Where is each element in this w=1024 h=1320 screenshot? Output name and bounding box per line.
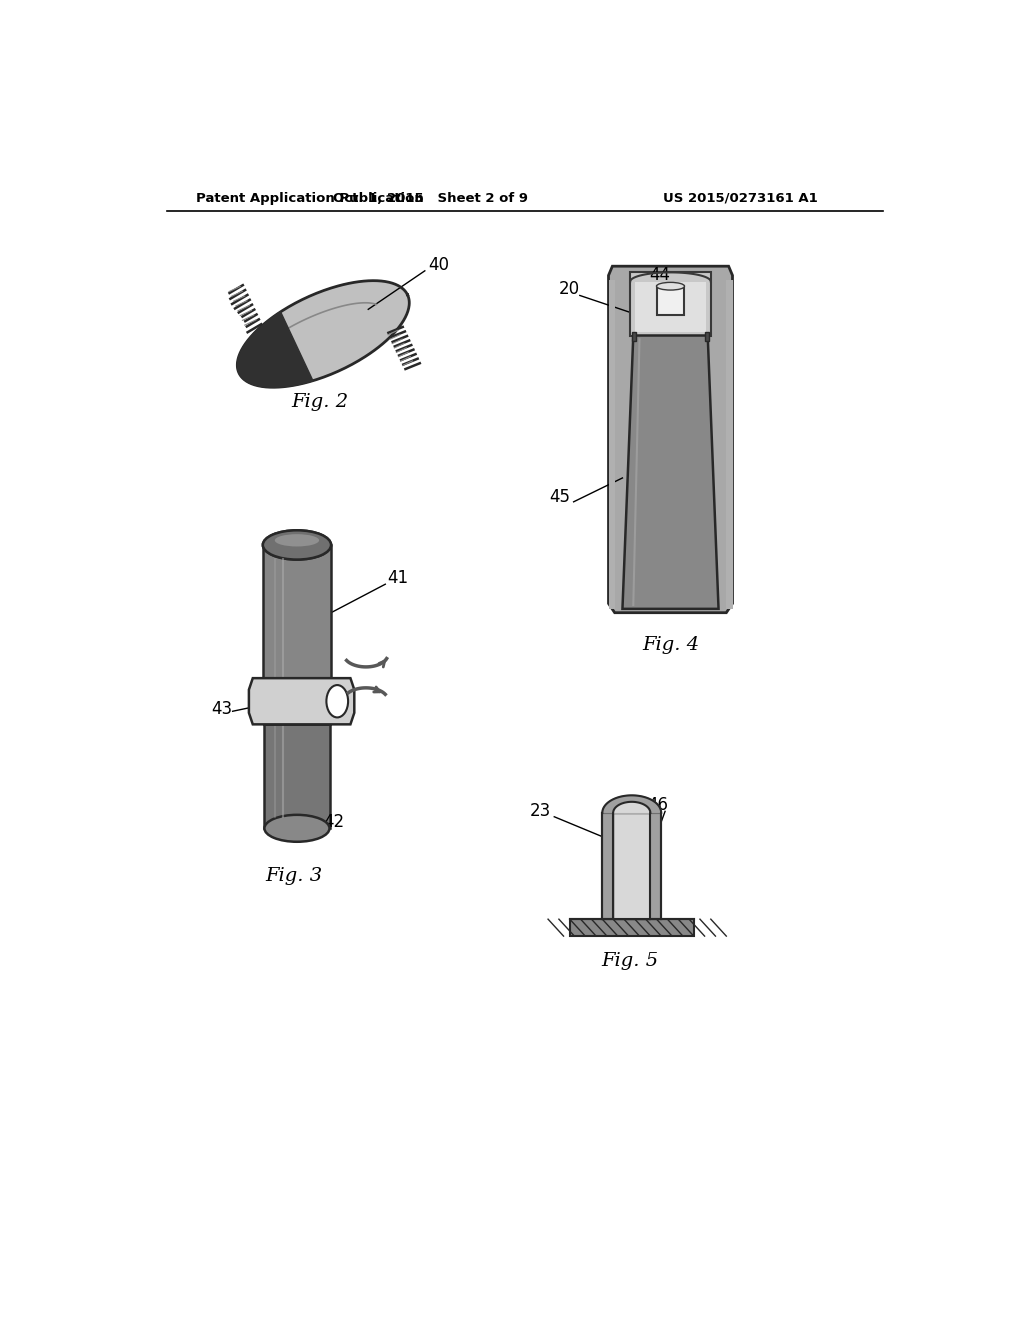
- Polygon shape: [602, 813, 613, 919]
- Polygon shape: [249, 678, 354, 725]
- Text: Fig. 2: Fig. 2: [292, 393, 349, 412]
- Polygon shape: [608, 280, 614, 609]
- Text: Fig. 4: Fig. 4: [642, 636, 699, 653]
- Ellipse shape: [263, 531, 331, 560]
- Text: 41: 41: [388, 569, 409, 587]
- Ellipse shape: [263, 531, 331, 560]
- Polygon shape: [726, 280, 732, 609]
- Text: Fig. 3: Fig. 3: [265, 867, 323, 884]
- Polygon shape: [613, 813, 650, 919]
- Text: Patent Application Publication: Patent Application Publication: [197, 191, 424, 205]
- Polygon shape: [264, 725, 330, 829]
- Ellipse shape: [327, 685, 348, 718]
- Polygon shape: [263, 545, 331, 682]
- Text: 45: 45: [549, 488, 569, 506]
- Polygon shape: [608, 267, 732, 612]
- Polygon shape: [650, 813, 662, 919]
- Polygon shape: [623, 335, 719, 609]
- Text: 42: 42: [324, 813, 344, 832]
- Text: 43: 43: [212, 700, 232, 718]
- Text: US 2015/0273161 A1: US 2015/0273161 A1: [663, 191, 817, 205]
- Text: 46: 46: [647, 796, 669, 814]
- Text: Fig. 5: Fig. 5: [602, 952, 658, 969]
- Text: 44: 44: [649, 267, 670, 284]
- Polygon shape: [705, 331, 710, 341]
- Ellipse shape: [656, 282, 684, 290]
- Polygon shape: [238, 312, 313, 387]
- Polygon shape: [656, 286, 684, 314]
- Text: Oct. 1, 2015   Sheet 2 of 9: Oct. 1, 2015 Sheet 2 of 9: [333, 191, 527, 205]
- Polygon shape: [613, 801, 650, 813]
- Ellipse shape: [264, 814, 330, 842]
- Text: 20: 20: [559, 280, 580, 298]
- Polygon shape: [569, 919, 693, 936]
- Polygon shape: [602, 796, 662, 813]
- Text: 40: 40: [428, 256, 449, 273]
- Polygon shape: [635, 281, 707, 331]
- Polygon shape: [630, 272, 711, 335]
- Polygon shape: [632, 331, 636, 341]
- Ellipse shape: [274, 535, 319, 546]
- Polygon shape: [238, 281, 410, 387]
- Text: 23: 23: [529, 803, 551, 820]
